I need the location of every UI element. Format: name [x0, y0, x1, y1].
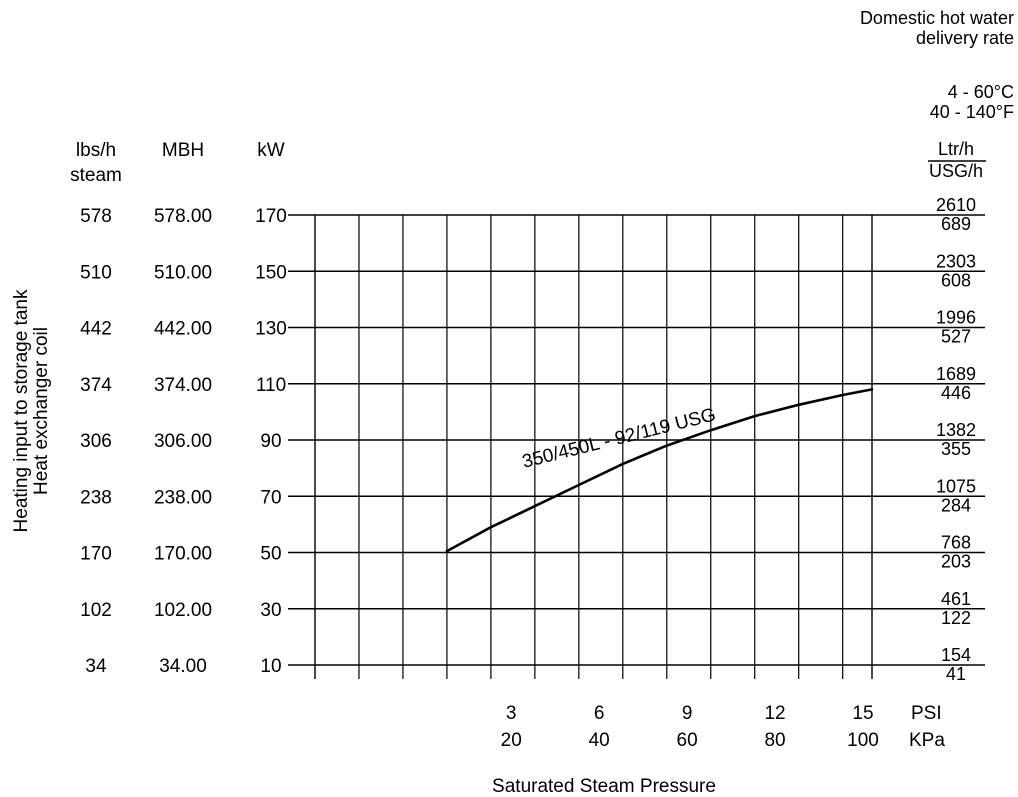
right-tick-usg: 689	[941, 214, 971, 234]
left-col-header-kw: kW	[257, 140, 285, 161]
right-axis-range-fahrenheit: 40 - 140°F	[930, 102, 1014, 122]
x-tick-kpa: 20	[501, 730, 522, 751]
series-layer	[445, 388, 874, 553]
left-tick-label: 238.00	[154, 487, 212, 508]
left-col-header-steam: steam	[70, 165, 122, 186]
right-tick-ltr: 1689	[936, 364, 976, 384]
left-tick-label: 170	[255, 206, 287, 227]
right-axis-range-celsius: 4 - 60°C	[948, 82, 1014, 102]
right-tick-usg: 446	[941, 383, 971, 403]
right-axis-unit-ltr: Ltr/h	[938, 139, 974, 159]
left-axis-title-line-1: Heating input to storage tank	[11, 289, 32, 532]
right-tick-usg: 608	[941, 270, 971, 290]
left-tick-label: 170.00	[154, 544, 212, 565]
left-tick-label: 578	[80, 206, 112, 227]
grid	[288, 214, 985, 679]
left-tick-label: 110	[256, 375, 286, 396]
left-tick-label: 510	[80, 262, 112, 283]
right-tick-usg: 41	[946, 664, 966, 684]
left-tick-label: 102.00	[154, 600, 212, 621]
left-tick-label: 510.00	[154, 262, 212, 283]
right-tick-ltr: 1382	[936, 420, 976, 440]
left-tick-label: 578.00	[154, 206, 212, 227]
x-tick-psi: 15	[852, 703, 873, 724]
x-axis-title: Saturated Steam Pressure	[492, 776, 716, 797]
right-tick-ltr: 1996	[936, 308, 976, 328]
right-tick-usg: 284	[941, 495, 971, 515]
left-tick-label: 90	[260, 431, 281, 452]
right-axis-unit-usg: USG/h	[929, 161, 983, 181]
right-tick-usg: 203	[941, 552, 971, 572]
left-tick-label: 238	[80, 487, 112, 508]
left-tick-label: 70	[260, 487, 281, 508]
left-col-header-lbs: lbs/h	[76, 140, 116, 161]
right-axis-title-line-1: Domestic hot water	[860, 8, 1014, 28]
left-col-header-mbh: MBH	[162, 140, 204, 161]
left-tick-label: 130	[255, 319, 287, 340]
left-tick-label: 374	[80, 375, 112, 396]
left-tick-label: 34.00	[159, 656, 207, 677]
right-tick-labels: 2610689230360819965271689446138235510752…	[936, 195, 976, 684]
x-tick-psi: 3	[506, 703, 517, 724]
left-tick-label: 442.00	[154, 319, 212, 340]
left-tick-label: 34	[85, 656, 107, 677]
left-tick-label: 50	[260, 544, 281, 565]
left-tick-label: 10	[260, 656, 281, 677]
right-tick-usg: 122	[941, 608, 971, 628]
x-tick-psi: 6	[594, 703, 605, 724]
left-tick-label: 306.00	[154, 431, 212, 452]
right-tick-ltr: 2610	[936, 195, 976, 215]
left-tick-label: 30	[260, 600, 281, 621]
right-tick-usg: 527	[941, 327, 971, 347]
x-tick-psi: 12	[764, 703, 785, 724]
left-tick-label: 442	[80, 319, 112, 340]
right-tick-ltr: 1075	[936, 476, 976, 496]
x-unit-psi: PSI	[911, 703, 942, 724]
right-tick-ltr: 154	[941, 645, 971, 665]
x-tick-kpa: 80	[764, 730, 785, 751]
left-axis-title-line-2: Heat exchanger coil	[31, 327, 52, 495]
x-tick-kpa: 40	[589, 730, 610, 751]
left-tick-label: 306	[80, 431, 112, 452]
series-line	[445, 388, 874, 553]
left-tick-label: 150	[255, 262, 287, 283]
x-tick-psi: 9	[682, 703, 693, 724]
left-tick-label: 102	[80, 600, 112, 621]
x-tick-kpa: 60	[677, 730, 698, 751]
right-tick-usg: 355	[941, 439, 971, 459]
right-axis-title-line-2: delivery rate	[916, 28, 1014, 48]
right-tick-ltr: 461	[941, 589, 971, 609]
right-tick-ltr: 768	[941, 533, 971, 553]
left-tick-label: 170	[80, 544, 112, 565]
x-unit-kpa: KPa	[909, 730, 945, 751]
x-tick-labels: 3 20 6 40 9 60 12 80 15 100	[501, 703, 879, 751]
left-tick-label: 374.00	[154, 375, 212, 396]
right-tick-ltr: 2303	[936, 251, 976, 271]
left-tick-labels: 578 510 442 374 306 238 170 102 34 578.00 510.00 44…	[80, 206, 287, 677]
x-tick-kpa: 100	[847, 730, 879, 751]
